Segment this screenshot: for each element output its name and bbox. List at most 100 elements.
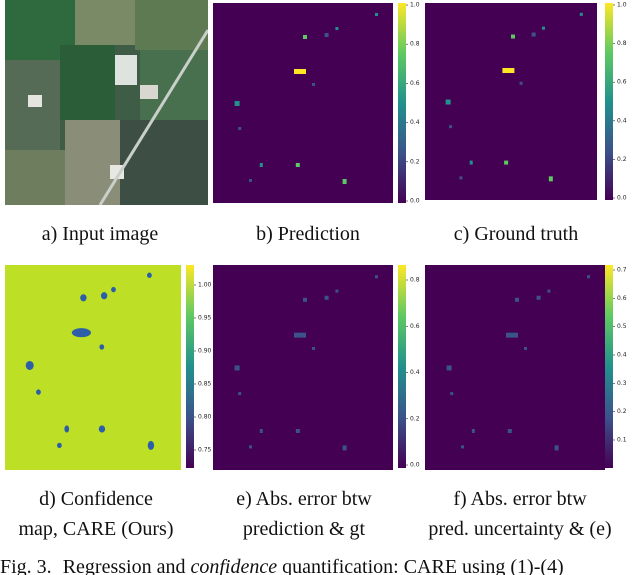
colorbar-tick-label: 1.0 [617,2,627,9]
blob [446,365,452,371]
colorbar-tick-label: 1.00 [198,282,212,289]
blob [536,295,541,300]
colorbar-tick-label: 0.4 [617,352,627,359]
blob [238,392,242,396]
panel-caption: pred. uncertainty & (e) [428,518,611,540]
colorbar-tick-label: 0.90 [198,348,212,355]
caption-emphasis: confidence [190,556,277,575]
blob [295,429,300,433]
blob [312,83,315,86]
colorbar-tick-label: 0.8 [617,40,627,47]
blob [335,289,339,293]
blob [471,429,475,433]
blob [342,179,347,184]
panel-caption: prediction & gt [243,518,366,540]
blob [324,295,329,300]
colorbar-tick-label: 0.75 [198,447,212,454]
colorbar-tick-label: 0.6 [617,295,627,302]
blob [469,160,473,165]
colorbar-tick-label: 0.8 [410,277,420,284]
blob [461,445,464,449]
blob [303,297,307,302]
blob [548,176,553,182]
caption-text: Regression and [63,556,186,575]
blob [541,26,545,30]
colorbar [605,265,613,468]
prediction-map [213,3,393,203]
colorbar-tick-label: 0.0 [617,195,627,202]
colorbar-tick-label: 0.0 [410,198,420,205]
blob [259,163,263,167]
colorbar-tick-label: 0.3 [617,380,627,387]
panel-caption: a) Input image [42,223,159,245]
colorbar-tick-label: 0.6 [410,80,420,87]
caption-label: Fig. 3. [0,556,52,575]
confidence-map [5,265,181,470]
panel-caption: d) Confidence [39,488,153,510]
blob [64,425,70,433]
blob [57,442,62,449]
colorbar-tick-label: 0.5 [617,323,627,330]
blob [259,429,263,433]
blob [450,392,454,396]
blob [511,34,515,39]
blob [234,101,240,106]
blob [249,179,252,182]
blob [312,347,315,350]
blob [375,13,378,16]
colorbar [398,3,406,203]
blob [294,332,306,338]
caption-text: quantification: CARE using (1)-(4) [282,556,564,575]
blob [234,365,240,371]
colorbar-tick-label: 0.4 [410,369,420,376]
blob [375,275,378,279]
colorbar-tick-label: 0.1 [617,437,627,444]
colorbar [186,265,194,468]
colorbar-tick-label: 0.4 [410,119,420,126]
blob [445,99,451,105]
blob [579,12,583,16]
blob [504,160,509,165]
colorbar-tick-label: 0.7 [617,267,627,274]
blob [98,425,106,433]
blob [519,81,523,85]
blob [295,163,300,167]
colorbar-tick-label: 0.2 [617,408,627,415]
blob [459,176,463,180]
panel-caption: f) Abs. error btw [453,488,587,510]
blobs [25,12,590,451]
blob [80,294,87,302]
error-map [213,265,393,470]
panel-caption: c) Ground truth [454,223,578,245]
blob [71,328,91,338]
blob [502,68,515,74]
colorbar-tick-label: 0.80 [198,414,212,421]
colorbar-tick-label: 0.95 [198,315,212,322]
blob [547,289,551,293]
blob [515,297,519,302]
colorbar-tick-label: 0.2 [617,156,627,163]
blob [554,445,559,451]
blob [342,445,347,451]
uncertainty-map [425,265,605,470]
panel-caption: e) Abs. error btw [236,488,372,510]
blob [147,440,155,450]
figure-caption: Fig. 3. Regression and confidence quanti… [0,556,564,575]
blob [294,69,306,74]
blob [324,33,329,37]
blob [335,27,339,30]
colorbar-tick-label: 0.8 [410,41,420,48]
blob [524,347,527,350]
blob [36,389,41,395]
panel-caption: b) Prediction [256,223,360,245]
ground-truth-map [425,3,597,200]
blob [100,292,108,300]
blob [238,127,242,130]
blob [147,272,152,278]
blob [99,344,105,350]
blob [449,125,453,129]
colorbar [398,265,406,468]
colorbar-tick-label: 0.6 [410,323,420,330]
